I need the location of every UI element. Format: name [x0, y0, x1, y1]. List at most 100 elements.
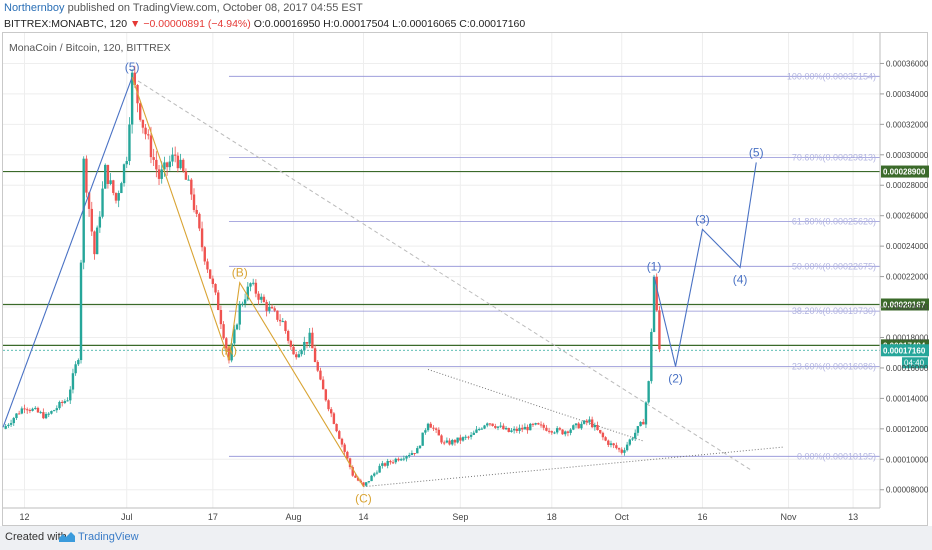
candle-body — [348, 458, 352, 468]
candle-body — [4, 426, 7, 429]
candle-body — [486, 423, 489, 426]
price-tick-label: 0.00024000 — [886, 242, 929, 251]
candle-body — [208, 269, 212, 279]
candle-body — [356, 477, 360, 481]
candle-body — [461, 437, 465, 441]
candle-body — [117, 193, 120, 201]
candle-body — [125, 161, 128, 165]
candle-body — [93, 231, 96, 255]
candle-body — [480, 428, 484, 430]
candle-body — [268, 306, 271, 311]
candle-body — [375, 472, 379, 474]
candle-body — [424, 430, 427, 433]
candle-body — [249, 283, 252, 287]
candle-body — [182, 159, 185, 172]
candle-body — [488, 423, 492, 425]
candle-body — [572, 425, 575, 430]
candle-body — [590, 419, 594, 428]
fib-level-label: 38.20%(0.00019730) — [792, 306, 876, 316]
candle-body — [235, 324, 239, 330]
candle-body — [305, 341, 309, 344]
candle-body — [625, 444, 629, 451]
candle-body — [168, 161, 171, 168]
candle-body — [192, 194, 196, 210]
candle-body — [588, 419, 591, 423]
fib-level-label: 50.00%(0.00022675) — [792, 261, 876, 271]
candle-body — [507, 427, 510, 432]
price-tick-label: 0.00030000 — [886, 151, 929, 160]
candle-body — [469, 434, 473, 437]
time-tick-label: 13 — [848, 512, 858, 522]
footer-bar: Created with TradingView — [0, 526, 932, 550]
created-with-label: Created with — [5, 531, 67, 543]
price-chart[interactable]: 0.000289000.000201670.000174840.00017160… — [0, 0, 932, 526]
candle-body — [502, 425, 505, 430]
candle-body — [133, 72, 137, 85]
candle-body — [558, 428, 562, 430]
candle-body — [464, 436, 467, 438]
candle-body — [15, 413, 18, 419]
time-tick-label: Sep — [452, 512, 468, 522]
candle-body — [539, 424, 543, 426]
symbol-label: BITTREX:MONABTC, 120 — [4, 18, 128, 30]
candle-body — [71, 373, 75, 390]
candle-body — [529, 423, 532, 431]
candle-body — [152, 157, 155, 160]
candle-body — [545, 427, 548, 431]
candle-body — [26, 409, 29, 411]
price-tick-label: 0.00032000 — [886, 120, 929, 129]
candle-body — [599, 430, 602, 433]
candle-body — [238, 304, 241, 325]
candle-body — [402, 458, 406, 460]
candle-body — [512, 428, 516, 431]
candle-body — [416, 448, 419, 454]
candle-body — [456, 437, 459, 443]
candle-body — [440, 435, 443, 443]
candle-body — [316, 361, 319, 371]
candle-body — [155, 159, 158, 170]
candle-body — [459, 437, 462, 441]
candle-body — [518, 427, 521, 431]
candle-body — [362, 482, 365, 486]
candle-body — [330, 409, 333, 414]
wave-blue-projection-path — [653, 162, 757, 367]
candle-body — [42, 412, 45, 419]
candle-body — [20, 408, 24, 414]
candle-body — [98, 216, 102, 228]
fib-level-label: 61.80%(0.00025620) — [792, 216, 876, 226]
candle-body — [246, 286, 250, 300]
candle-body — [647, 381, 650, 403]
candle-body — [219, 309, 223, 325]
tradingview-brand-link[interactable]: TradingView — [78, 531, 139, 543]
candle-body — [227, 348, 231, 361]
candle-body — [31, 408, 34, 411]
level-price-badge — [881, 298, 929, 311]
candle-body — [308, 332, 311, 344]
wave-blue-impulse-label: (5) — [125, 60, 140, 74]
candle-body — [165, 162, 169, 168]
candle-body — [187, 179, 190, 181]
chart-panel[interactable] — [2, 32, 928, 526]
candle-body — [475, 429, 478, 433]
candle-body — [69, 389, 72, 401]
candle-body — [241, 303, 244, 305]
candle-body — [200, 228, 204, 248]
candle-body — [104, 164, 107, 189]
candle-body — [74, 364, 77, 374]
author-link[interactable]: Northernboy — [4, 2, 65, 14]
candle-body — [537, 423, 540, 425]
candle-body — [198, 213, 201, 229]
candle-body — [184, 171, 188, 180]
candle-body — [284, 321, 287, 332]
candle-body — [66, 400, 69, 402]
candle-body — [195, 209, 198, 214]
publish-info: published on TradingView.com, October 08… — [67, 2, 363, 14]
candle-body — [644, 402, 648, 425]
candle-body — [408, 455, 411, 457]
candle-body — [504, 427, 508, 430]
candle-body — [604, 437, 607, 441]
wave-orange-correction-label: (B) — [232, 266, 248, 280]
wave-blue-projection-label: (4) — [733, 272, 748, 286]
candle-body — [292, 346, 295, 355]
candle-body — [343, 444, 346, 452]
